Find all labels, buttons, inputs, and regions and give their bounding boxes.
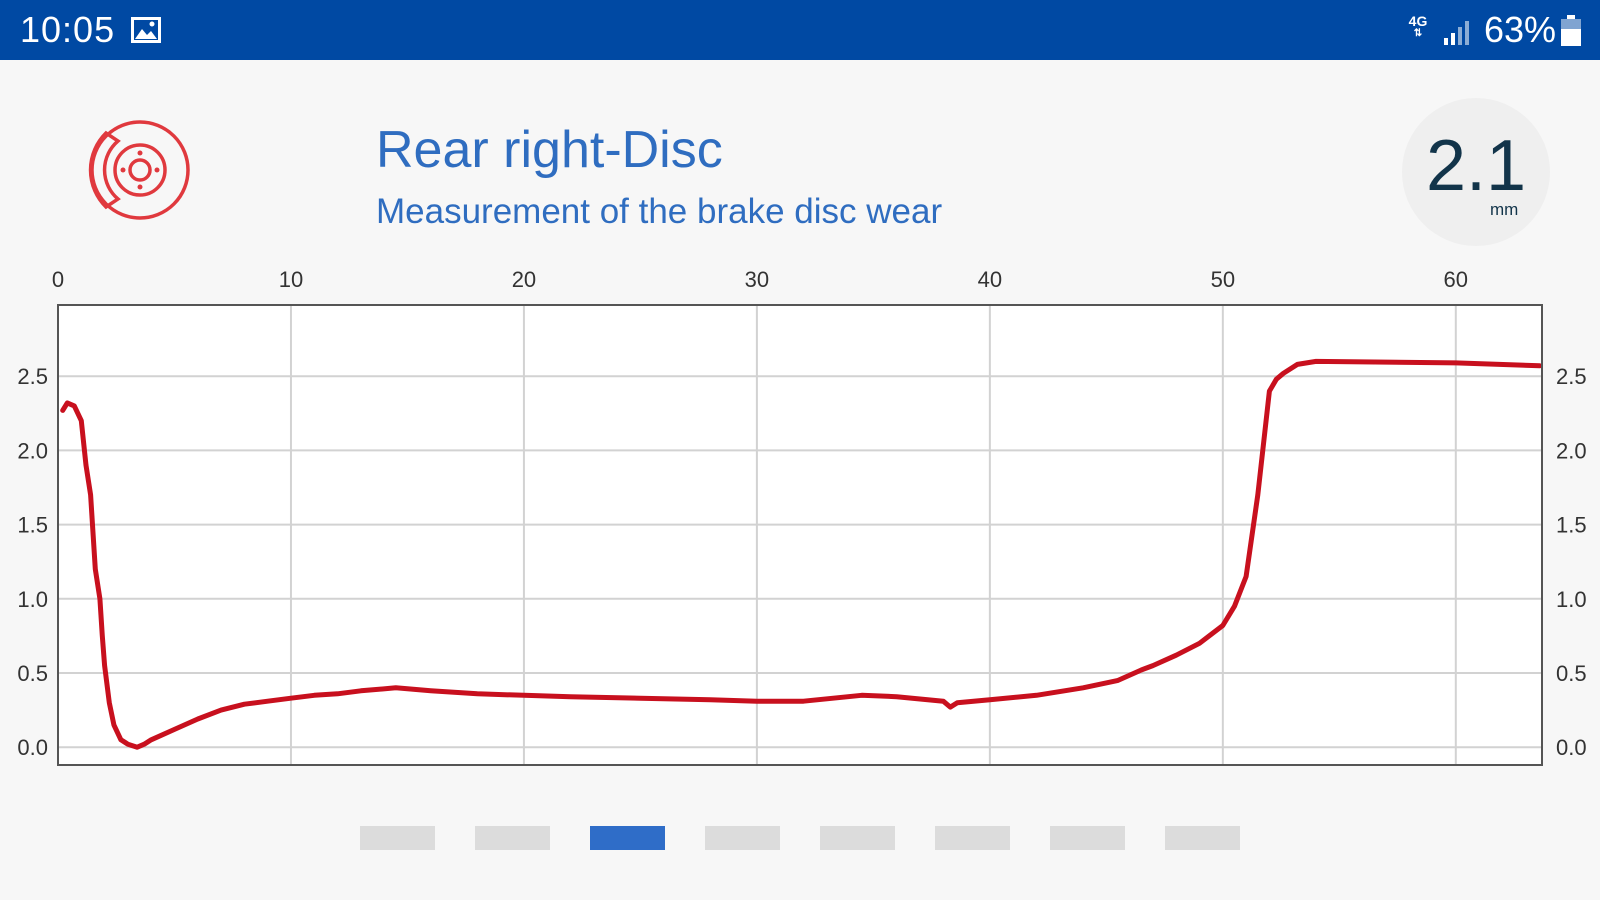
y-tick-label-right: 2.5 [1556,364,1587,389]
battery-percent: 63% [1484,9,1557,50]
y-tick-label-right: 0.5 [1556,661,1587,686]
page-dot-1[interactable] [360,826,435,850]
y-axis-left: 0.0 0.5 1.0 1.5 2.0 2.5 [17,364,48,760]
plot-area [58,305,1542,765]
gallery-icon [131,17,161,43]
brake-disc-icon [88,120,190,220]
page-dot-7[interactable] [1050,826,1125,850]
y-tick-label-left: 0.0 [17,735,48,760]
plot-frame [57,304,1543,766]
signal-icon [1444,21,1469,45]
page-dot-4[interactable] [705,826,780,850]
reading-unit: mm [1490,200,1519,219]
x-axis: 0 10 20 30 40 50 60 [52,267,1468,292]
page-dot-6[interactable] [935,826,1010,850]
page-dot-2[interactable] [475,826,550,850]
network-4g-icon: 4G ⇅ [1408,13,1428,39]
x-tick-label: 20 [512,267,536,292]
page-subtitle: Measurement of the brake disc wear [376,192,943,231]
x-tick-label: 40 [978,267,1002,292]
wear-chart: 0 10 20 30 40 50 60 0.0 0.5 1.0 1.5 2.0 2.5 0.0 0.5 1… [17,267,1587,766]
y-tick-label-left: 1.5 [17,513,48,538]
y-tick-label-right: 2.0 [1556,438,1587,463]
status-bar: 10:05 4G ⇅ 63% [0,0,1600,60]
y-tick-label-right: 1.0 [1556,587,1587,612]
page-dot-3[interactable] [590,826,665,850]
grid [58,305,1542,765]
y-tick-label-left: 2.5 [17,364,48,389]
page-dot-5[interactable] [820,826,895,850]
status-time: 10:05 [20,9,116,50]
x-tick-label: 60 [1444,267,1468,292]
battery-icon [1561,15,1581,46]
x-tick-label: 30 [745,267,769,292]
series-line [60,358,1543,750]
y-axis-right: 0.0 0.5 1.0 1.5 2.0 2.5 [1556,364,1587,760]
network-type: 4G [1408,13,1428,29]
reading-value: 2.1 [1425,126,1527,206]
x-tick-label: 0 [52,267,64,292]
y-tick-label-left: 2.0 [17,438,48,463]
page-title: Rear right-Disc [376,121,723,179]
reading-badge: 2.1 mm [1402,98,1550,246]
x-tick-label: 50 [1211,267,1235,292]
x-tick-label: 10 [279,267,303,292]
y-tick-label-right: 0.0 [1556,735,1587,760]
y-tick-label-left: 1.0 [17,587,48,612]
y-tick-label-left: 0.5 [17,661,48,686]
y-tick-label-right: 1.5 [1556,513,1587,538]
page-dot-8[interactable] [1165,826,1240,850]
